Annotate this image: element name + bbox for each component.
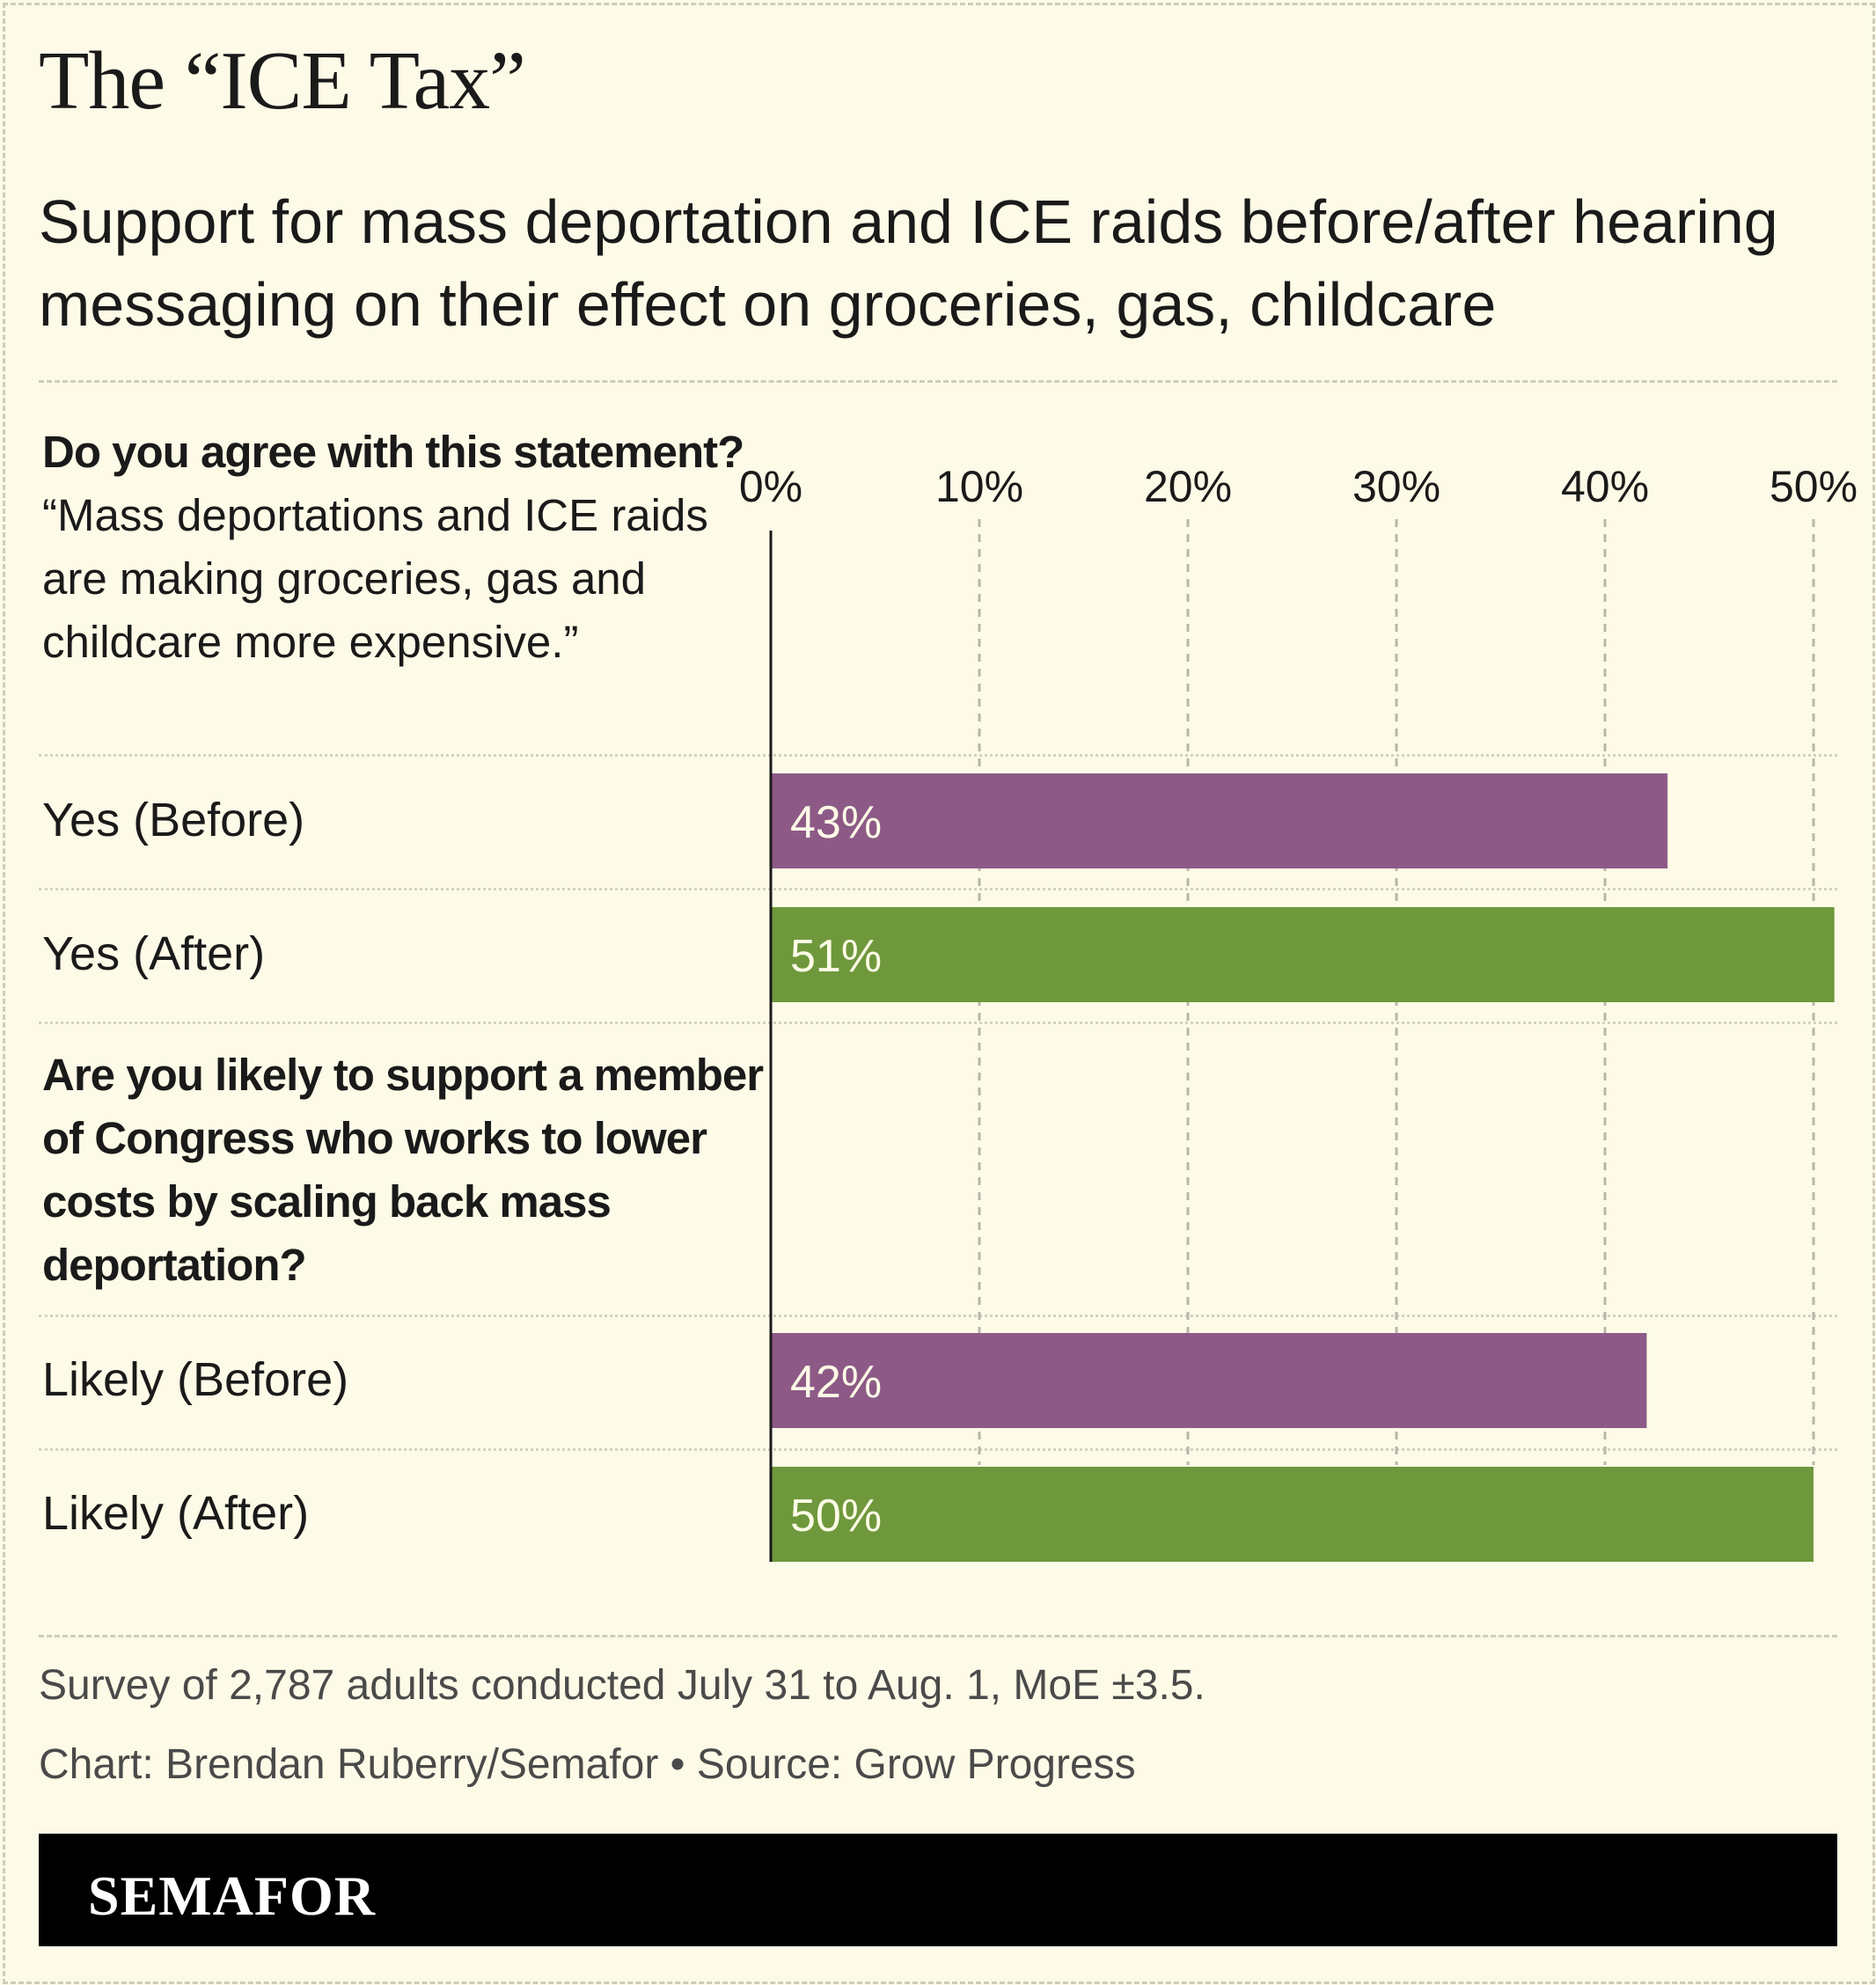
- footer-divider: [39, 1635, 1837, 1637]
- question-1-quote: “Mass deportations and ICE raids are mak…: [42, 490, 708, 667]
- category-label: Likely (After): [42, 1487, 310, 1540]
- bar: [771, 1467, 1814, 1562]
- bar-value-label: 42%: [790, 1357, 882, 1408]
- category-label: Yes (Before): [42, 794, 305, 846]
- chart-subtitle: Support for mass deportation and ICE rai…: [39, 187, 1778, 339]
- bar: [771, 907, 1835, 1002]
- x-tick-label: 0%: [739, 462, 802, 511]
- question-2-bold: Are you likely to support a member of Co…: [42, 1050, 764, 1290]
- bar-value-label: 43%: [790, 797, 882, 848]
- x-tick-label: 30%: [1352, 462, 1440, 511]
- bar-value-label: 51%: [790, 931, 882, 982]
- question-2: Are you likely to support a member of Co…: [42, 1044, 764, 1297]
- row-separator: [39, 1315, 1837, 1317]
- question-1: Do you agree with this statement? “Mass …: [42, 421, 746, 674]
- header-divider: [39, 380, 1837, 383]
- category-label: Likely (Before): [42, 1353, 349, 1406]
- brand-bar: SEMAFOR: [39, 1834, 1837, 1946]
- semafor-logo: SEMAFOR: [88, 1864, 376, 1927]
- row-separator: [39, 1448, 1837, 1451]
- bar: [771, 1333, 1647, 1428]
- question-1-bold: Do you agree with this statement?: [42, 427, 744, 477]
- bar: [771, 773, 1668, 868]
- category-label: Yes (After): [42, 927, 266, 980]
- bar-value-label: 50%: [790, 1491, 882, 1542]
- x-tick-label: 50%: [1770, 462, 1858, 511]
- x-tick-label: 10%: [935, 462, 1023, 511]
- x-tick-label: 20%: [1144, 462, 1232, 511]
- chart-credit: Chart: Brendan Ruberry/Semafor • Source:…: [39, 1741, 1136, 1788]
- chart-title: The “ICE Tax”: [39, 35, 526, 127]
- row-separator: [39, 754, 1837, 757]
- chart-frame: [3, 3, 1875, 1984]
- row-separator: [39, 1022, 1837, 1024]
- survey-note: Survey of 2,787 adults conducted July 31…: [39, 1662, 1205, 1709]
- x-tick-label: 40%: [1561, 462, 1649, 511]
- row-separator: [39, 888, 1837, 890]
